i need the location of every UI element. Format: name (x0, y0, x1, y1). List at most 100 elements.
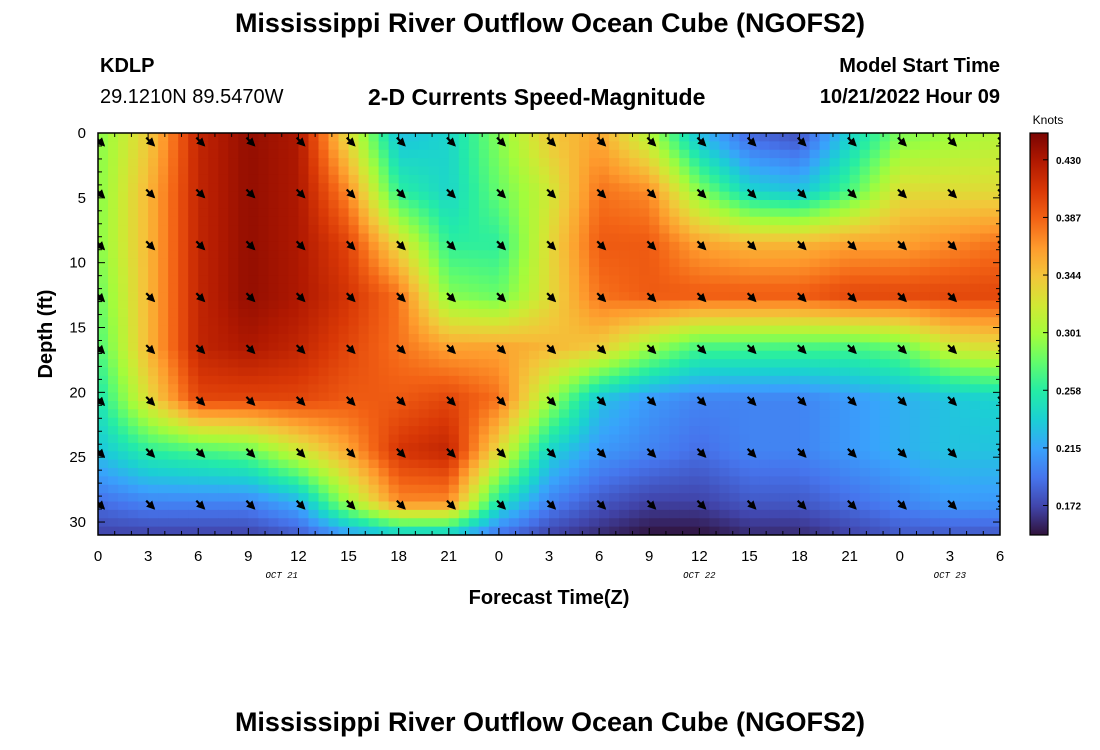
heatmap-cell (528, 325, 540, 335)
heatmap-cell (128, 216, 139, 226)
heatmap-cell (729, 509, 741, 519)
heatmap-cell (879, 166, 891, 176)
heatmap-cell (178, 141, 189, 151)
heatmap-cell (879, 417, 891, 427)
heatmap-cell (749, 225, 761, 235)
heatmap-cell (769, 300, 781, 310)
heatmap-cell (959, 518, 971, 528)
heatmap-cell (188, 317, 199, 327)
current-arrow (746, 344, 757, 355)
heatmap-cell (128, 183, 139, 193)
heatmap-cell (208, 166, 219, 176)
heatmap-cell (919, 417, 931, 427)
heatmap-cell (839, 292, 851, 302)
heatmap-cell (549, 275, 560, 285)
heatmap-cell (559, 191, 570, 201)
heatmap-cell (478, 267, 490, 276)
heatmap-cell (448, 200, 460, 209)
heatmap-cell (979, 208, 991, 218)
heatmap-cell (959, 384, 971, 394)
heatmap-cell (318, 417, 330, 427)
heatmap-cell (208, 141, 219, 151)
heatmap-cell (178, 334, 189, 343)
heatmap-cell (809, 350, 821, 360)
heatmap-cell (308, 392, 320, 402)
heatmap-cell (378, 258, 390, 268)
current-arrow (646, 292, 657, 303)
heatmap-cell (789, 225, 801, 235)
heatmap-cell (418, 426, 430, 436)
heatmap-cell (318, 183, 330, 193)
heatmap-cell (488, 275, 500, 285)
heatmap-cell (779, 493, 791, 503)
heatmap-cell (528, 484, 540, 494)
heatmap-cell (528, 401, 540, 410)
heatmap-cell (839, 174, 851, 184)
heatmap-cell (388, 149, 400, 159)
heatmap-cell (889, 141, 901, 151)
colorbar-tick-label: 0.301 (1056, 329, 1081, 340)
heatmap-cell (318, 350, 330, 360)
heatmap-cell (839, 149, 851, 159)
heatmap-cell (278, 426, 290, 436)
heatmap-cell (148, 317, 159, 327)
heatmap-cell (478, 526, 490, 535)
heatmap-cell (889, 300, 901, 310)
heatmap-cell (669, 476, 680, 486)
heatmap-cell (468, 484, 480, 494)
heatmap-cell (649, 426, 660, 436)
heatmap-cell (819, 359, 831, 369)
heatmap-cell (909, 401, 921, 410)
heatmap-cell (679, 384, 690, 394)
heatmap-cell (288, 409, 300, 419)
current-arrow (696, 292, 707, 303)
heatmap-cell (338, 174, 350, 184)
heatmap-cell (218, 141, 229, 151)
heatmap-cell (448, 434, 460, 444)
heatmap-cell (338, 308, 350, 318)
heatmap-cell (699, 250, 710, 260)
heatmap-cell (839, 384, 851, 394)
heatmap-cell (899, 283, 911, 293)
heatmap-cell (278, 267, 290, 276)
heatmap-cell (388, 233, 400, 243)
heatmap-cell (789, 166, 801, 176)
heatmap-cell (508, 258, 520, 268)
heatmap-cell (298, 233, 310, 243)
heatmap-cell (709, 426, 720, 436)
heatmap-cell (959, 149, 971, 159)
heatmap-cell (468, 216, 480, 226)
heatmap-cell (739, 233, 751, 243)
heatmap-cell (589, 468, 600, 477)
heatmap-cell (138, 476, 149, 486)
heatmap-cell (358, 476, 370, 486)
heatmap-cell (278, 526, 290, 535)
heatmap-cell (528, 258, 540, 268)
heatmap-cell (468, 317, 480, 327)
heatmap-cell (609, 476, 620, 486)
heatmap-cell (589, 174, 600, 184)
heatmap-cell (659, 283, 670, 293)
heatmap-cell (308, 509, 320, 519)
heatmap-cell (458, 233, 470, 243)
heatmap-cell (949, 317, 961, 327)
heatmap-cell (268, 233, 279, 243)
heatmap-cell (248, 526, 259, 535)
heatmap-cell (899, 183, 911, 193)
heatmap-cell (639, 241, 650, 251)
heatmap-cell (919, 191, 931, 201)
heatmap-cell (428, 484, 440, 494)
heatmap-cell (869, 308, 881, 318)
heatmap-cell (639, 191, 650, 201)
heatmap-cell (218, 275, 229, 285)
heatmap-cell (629, 258, 640, 268)
heatmap-cell (138, 183, 149, 193)
heatmap-cell (729, 392, 741, 402)
heatmap-cell (208, 476, 219, 486)
heatmap-cell (839, 359, 851, 369)
heatmap-cell (528, 233, 540, 243)
heatmap-cell (679, 267, 690, 276)
colorbar-tick-label: 0.344 (1056, 271, 1081, 282)
heatmap-cell (899, 208, 911, 218)
heatmap-cell (749, 166, 761, 176)
